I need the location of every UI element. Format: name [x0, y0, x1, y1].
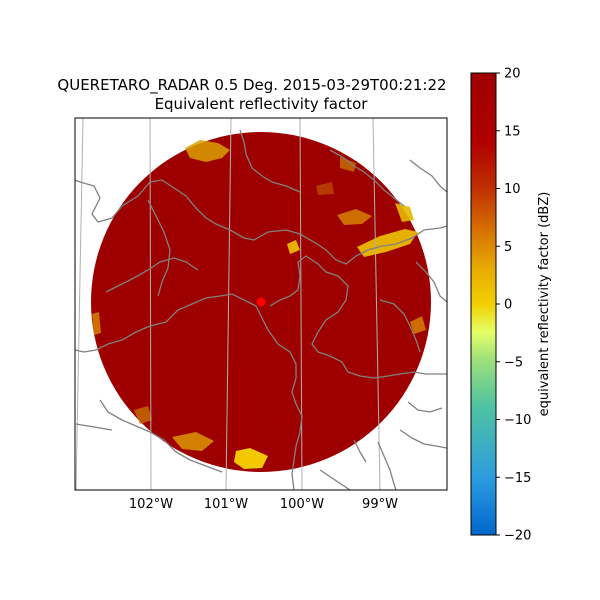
- colorbar-tick-label: 15: [504, 124, 521, 139]
- colorbar-tick-label: 0: [504, 298, 512, 313]
- map-frame: [74, 117, 448, 491]
- colorbar-tick-label: −10: [504, 413, 531, 428]
- colorbar-tick-label: −5: [504, 355, 523, 370]
- chart-title-line2: Equivalent reflectivity factor: [155, 95, 369, 113]
- colorbar-tick-label: −15: [504, 471, 531, 486]
- colorbar-ticks: 20 15 10 5 0 −5 −10 −15 −20: [496, 67, 531, 544]
- lon-tick-label-99w: 99°W: [362, 497, 398, 512]
- chart-title-line1: QUERETARO_RADAR 0.5 Deg. 2015-03-29T00:2…: [57, 76, 446, 95]
- colorbar-label: equivalent reflectivity factor (dBZ): [537, 192, 552, 417]
- map-axes: [75, 118, 447, 490]
- lon-tick-label-100w: 100°W: [280, 497, 324, 512]
- state-borders: [75, 129, 447, 490]
- colorbar-tick-label: 10: [504, 182, 521, 197]
- low-reflectivity-patches: [92, 140, 426, 469]
- colorbar-tick-label: −20: [504, 529, 531, 544]
- longitude-tick-labels: 102°W 101°W 100°W 99°W: [129, 497, 398, 512]
- lon-tick-label-102w: 102°W: [129, 497, 173, 512]
- colorbar-gradient: [470, 72, 497, 536]
- radar-site-marker: [256, 297, 266, 307]
- colorbar: 20 15 10 5 0 −5 −10 −15 −20 equivalent reflectiv…: [470, 67, 552, 544]
- lon-tick-label-101w: 101°W: [204, 497, 248, 512]
- colorbar-tick-label: 5: [504, 240, 512, 255]
- colorbar-tick-label: 20: [504, 67, 521, 82]
